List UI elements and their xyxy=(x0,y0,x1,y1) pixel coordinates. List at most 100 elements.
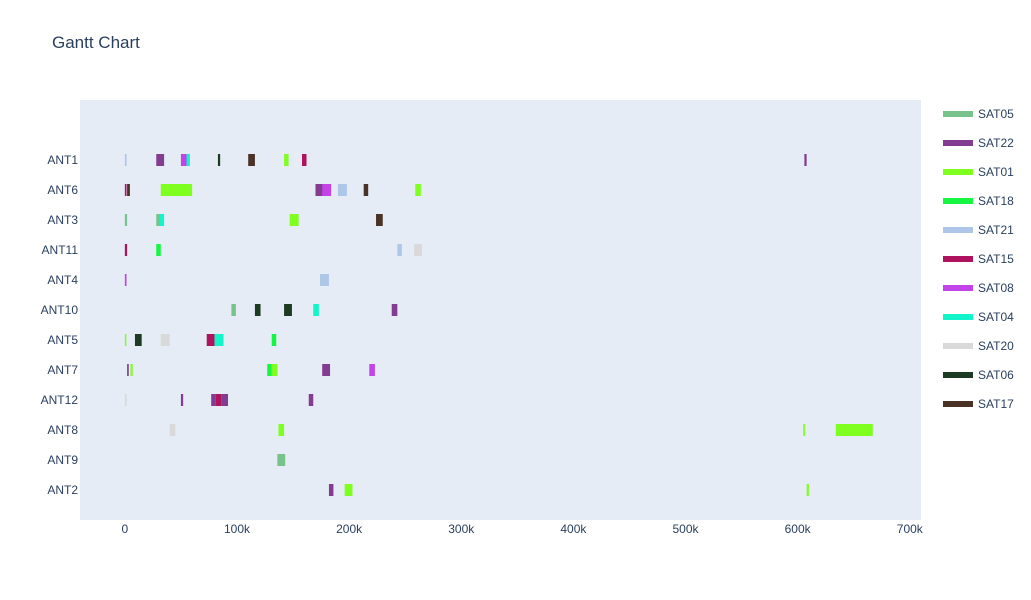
x-axis-labels: 0 100k 200k 300k 400k 500k 600k 700k xyxy=(122,522,924,536)
legend-item-sat08[interactable]: SAT08 xyxy=(943,281,1014,295)
legend-swatch xyxy=(943,372,973,378)
legend-item-sat06[interactable]: SAT06 xyxy=(943,368,1014,382)
task-bar-sat15-ant1 xyxy=(302,154,307,166)
legend-swatch xyxy=(943,343,973,349)
task-bar-sat22-ant6 xyxy=(315,184,324,196)
task-bar-sat21-ant1 xyxy=(124,154,127,166)
task-bar-sat22-ant7 xyxy=(322,364,331,376)
task-bar-sat04-ant5 xyxy=(214,334,224,346)
y-tick-label-ant5: ANT5 xyxy=(47,333,78,347)
task-bar-sat04-ant1 xyxy=(186,154,190,166)
task-bar-sat15-ant12 xyxy=(215,394,222,406)
task-bar-sat17-ant6 xyxy=(363,184,369,196)
task-bar-sat21-ant6 xyxy=(337,184,347,196)
task-bar-sat06-ant10 xyxy=(254,304,261,316)
task-bar-sat08-ant1 xyxy=(180,154,188,166)
task-bar-sat22-ant1 xyxy=(804,154,807,166)
legend-swatch xyxy=(943,401,973,407)
legend-label: SAT05 xyxy=(978,107,1014,121)
task-bar-sat20-ant5 xyxy=(160,334,170,346)
task-bar-sat20-ant8 xyxy=(169,424,176,436)
y-tick-label-ant8: ANT8 xyxy=(47,423,78,437)
y-axis-labels: ANT1 ANT6 ANT3 ANT11 ANT4 ANT10 ANT5 ANT7 ANT12 A… xyxy=(41,153,79,497)
task-bars xyxy=(124,154,873,496)
plot-background xyxy=(80,100,921,520)
y-tick-label-ant1: ANT1 xyxy=(47,153,78,167)
task-bar-sat22-ant12 xyxy=(308,394,314,406)
y-tick-label-ant3: ANT3 xyxy=(47,213,78,227)
task-bar-sat18-ant11 xyxy=(156,244,161,256)
legend-label: SAT06 xyxy=(978,368,1014,382)
legend-swatch xyxy=(943,198,973,204)
task-bar-sat05-ant9 xyxy=(277,454,286,466)
x-tick-label: 700k xyxy=(897,522,924,536)
y-tick-label-ant2: ANT2 xyxy=(47,483,78,497)
y-tick-label-ant9: ANT9 xyxy=(47,453,78,467)
task-bar-sat17-ant6 xyxy=(127,184,130,196)
x-tick-label: 200k xyxy=(336,522,363,536)
task-bar-sat22-ant12 xyxy=(211,394,216,406)
task-bar-sat04-ant10 xyxy=(313,304,319,316)
task-bar-sat06-ant5 xyxy=(134,334,142,346)
x-tick-label: 400k xyxy=(560,522,587,536)
y-tick-label-ant4: ANT4 xyxy=(47,273,78,287)
legend-item-sat18[interactable]: SAT18 xyxy=(943,194,1014,208)
legend-swatch xyxy=(943,111,973,117)
legend-label: SAT01 xyxy=(978,165,1014,179)
task-bar-sat01-ant6 xyxy=(415,184,421,196)
task-bar-sat20-ant12 xyxy=(124,394,127,406)
legend-swatch xyxy=(943,169,973,175)
legend-label: SAT22 xyxy=(978,136,1014,150)
task-bar-sat15-ant11 xyxy=(124,244,128,256)
legend-swatch xyxy=(943,314,973,320)
task-bar-sat17-ant1 xyxy=(248,154,255,166)
legend-item-sat21[interactable]: SAT21 xyxy=(943,223,1014,237)
task-bar-sat15-ant5 xyxy=(206,334,215,346)
legend-item-sat17[interactable]: SAT17 xyxy=(943,397,1014,411)
legend-item-sat22[interactable]: SAT22 xyxy=(943,136,1014,150)
legend-item-sat04[interactable]: SAT04 xyxy=(943,310,1014,324)
task-bar-sat01-ant8 xyxy=(278,424,285,436)
legend-swatch xyxy=(943,227,973,233)
y-tick-label-ant7: ANT7 xyxy=(47,363,78,377)
task-bar-sat01-ant7 xyxy=(271,364,278,376)
task-bar-sat22-ant12 xyxy=(221,394,229,406)
legend: SAT05 SAT22 SAT01 SAT18 SAT21 SAT15 SAT08 SAT04… xyxy=(943,107,1014,411)
legend-swatch xyxy=(943,285,973,291)
legend-label: SAT20 xyxy=(978,339,1014,353)
legend-item-sat05[interactable]: SAT05 xyxy=(943,107,1014,121)
task-bar-sat21-ant11 xyxy=(397,244,402,256)
task-bar-sat08-ant7 xyxy=(369,364,375,376)
task-bar-sat17-ant3 xyxy=(376,214,383,226)
chart-title: Gantt Chart xyxy=(52,33,140,52)
legend-label: SAT08 xyxy=(978,281,1014,295)
x-tick-label: 300k xyxy=(448,522,475,536)
task-bar-sat01-ant1 xyxy=(284,154,289,166)
legend-swatch xyxy=(943,256,973,262)
task-bar-sat01-ant8 xyxy=(835,424,873,436)
legend-item-sat01[interactable]: SAT01 xyxy=(943,165,1014,179)
x-tick-label: 600k xyxy=(785,522,812,536)
task-bar-sat01-ant6 xyxy=(160,184,193,196)
legend-item-sat15[interactable]: SAT15 xyxy=(943,252,1014,266)
task-bar-sat15-ant6 xyxy=(124,184,127,196)
task-bar-sat08-ant4 xyxy=(124,274,127,286)
legend-label: SAT04 xyxy=(978,310,1014,324)
task-bar-sat01-ant5 xyxy=(124,334,127,346)
legend-label: SAT15 xyxy=(978,252,1014,266)
task-bar-sat05-ant3 xyxy=(156,214,161,226)
legend-item-sat20[interactable]: SAT20 xyxy=(943,339,1014,353)
task-bar-sat22-ant1 xyxy=(156,154,165,166)
task-bar-sat06-ant10 xyxy=(284,304,292,316)
legend-label: SAT17 xyxy=(978,397,1014,411)
task-bar-sat18-ant7 xyxy=(267,364,272,376)
legend-label: SAT21 xyxy=(978,223,1014,237)
task-bar-sat18-ant5 xyxy=(271,334,277,346)
task-bar-sat21-ant4 xyxy=(319,274,329,286)
task-bar-sat05-ant3 xyxy=(124,214,128,226)
x-tick-label: 100k xyxy=(224,522,251,536)
task-bar-sat08-ant6 xyxy=(322,184,332,196)
y-tick-label-ant6: ANT6 xyxy=(47,183,78,197)
y-tick-label-ant11: ANT11 xyxy=(42,243,79,257)
